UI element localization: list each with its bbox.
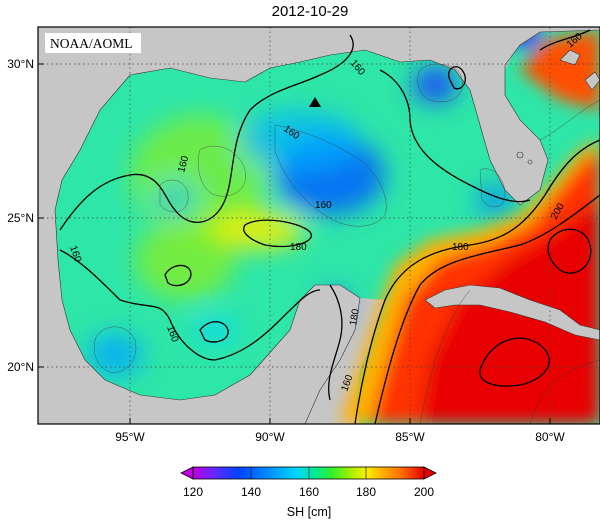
triangle-marker-icon (309, 97, 321, 107)
colorbar-min-arrow-icon (180, 466, 194, 480)
map-frame (37, 26, 600, 425)
colorbar-tick: 200 (414, 485, 434, 499)
lat-label: 30°N (7, 57, 34, 71)
longitude-labels: 95°W 90°W 85°W 80°W (115, 430, 565, 444)
colorbar-tick: 180 (356, 485, 376, 499)
lon-label: 95°W (115, 430, 145, 444)
lat-label: 20°N (7, 360, 34, 374)
contour-label: 180 (452, 242, 469, 253)
colorbar-tick: 120 (183, 485, 203, 499)
colorbar-tick: 160 (299, 485, 319, 499)
contour-lines (59, 29, 600, 424)
contour-label: 160 (315, 200, 332, 211)
map-title: 2012-10-29 (272, 3, 349, 20)
colorbar-tick: 140 (241, 485, 261, 499)
colorbar: 120 140 160 180 200 SH [cm] (180, 466, 437, 519)
lon-label: 90°W (255, 430, 285, 444)
contour-label: 160 (176, 154, 191, 173)
map-area: 160 160 160 160 160 180 180 160 160 180 … (38, 27, 600, 424)
contour-label: 180 (348, 308, 362, 327)
lat-label: 25°N (7, 211, 34, 225)
watermark-box (45, 33, 141, 53)
lon-label: 80°W (535, 430, 565, 444)
watermark-label: NOAA/AOML (50, 36, 133, 51)
land-masses (38, 27, 600, 424)
contour-label: 180 (290, 242, 307, 253)
latitude-labels: 30°N 25°N 20°N (7, 57, 34, 374)
tick-marks (38, 63, 551, 424)
grid-lines (38, 27, 600, 424)
lon-label: 85°W (395, 430, 425, 444)
colorbar-label: SH [cm] (287, 505, 331, 519)
colorbar-max-arrow-icon (423, 466, 437, 480)
